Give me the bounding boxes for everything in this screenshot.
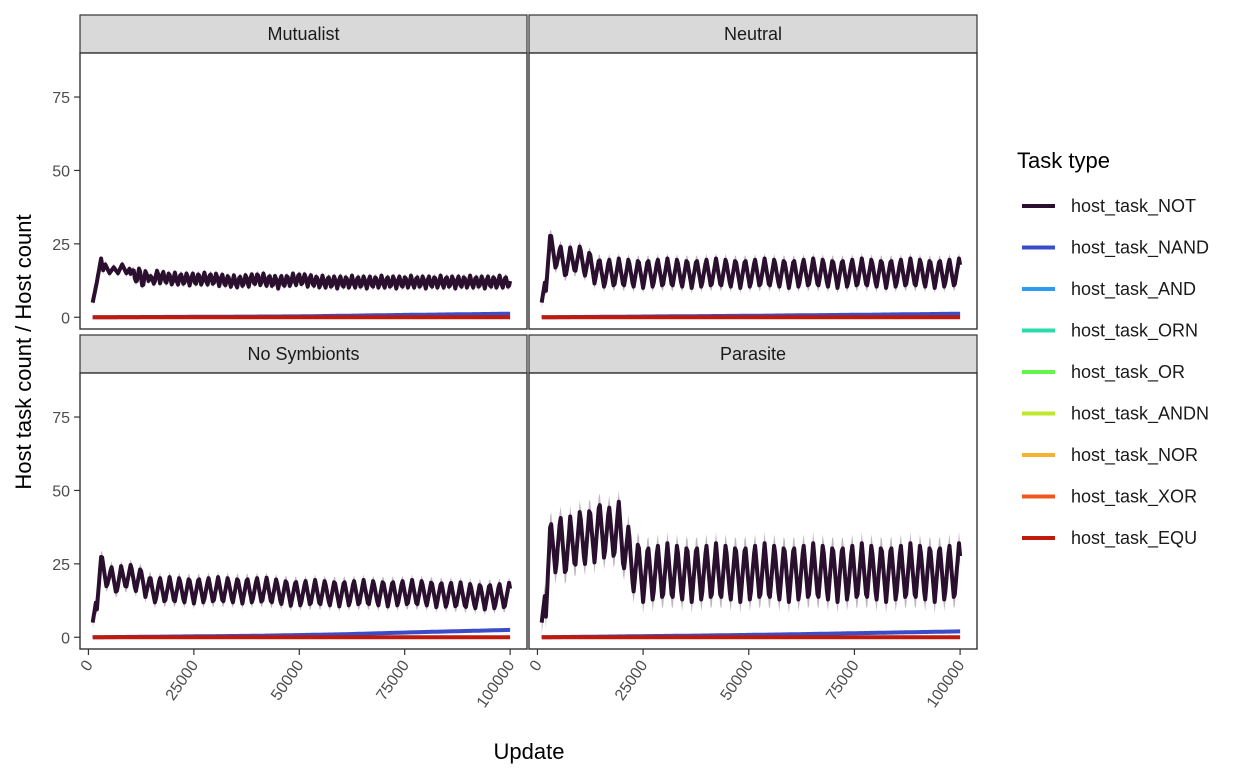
x-tick-label: 50000 — [268, 657, 308, 703]
panel-border — [79, 372, 528, 650]
panel-no-symbionts: No Symbionts — [79, 334, 528, 650]
y-tick-label: 50 — [52, 163, 70, 180]
x-tick-label: 100000 — [474, 657, 519, 711]
y-tick-label: 50 — [52, 483, 70, 500]
panel-border — [528, 52, 978, 330]
legend-item-host-task-and: host_task_AND — [1022, 279, 1196, 300]
legend-label: host_task_NOR — [1071, 445, 1198, 466]
x-tick-label: 25000 — [163, 657, 203, 703]
x-tick-label: 75000 — [823, 657, 863, 703]
panel-mutualist: Mutualist — [79, 14, 528, 330]
legend-label: host_task_OR — [1071, 362, 1185, 383]
legend-label: host_task_EQU — [1071, 528, 1197, 549]
legend-item-host-task-equ: host_task_EQU — [1022, 528, 1197, 549]
legend-label: host_task_XOR — [1071, 487, 1197, 508]
legend-label: host_task_NOT — [1071, 196, 1196, 217]
legend-title: Task type — [1017, 148, 1110, 173]
legend-label: host_task_NAND — [1071, 238, 1209, 259]
y-tick-label: 75 — [52, 410, 70, 427]
legend-item-host-task-xor: host_task_XOR — [1022, 487, 1197, 508]
legend-item-host-task-or: host_task_OR — [1022, 362, 1185, 383]
legend-item-host-task-nand: host_task_NAND — [1022, 238, 1209, 259]
panel-neutral: Neutral — [528, 14, 978, 330]
y-tick-label: 75 — [52, 90, 70, 107]
panel-strip-mutualist — [79, 14, 528, 54]
x-tick-label: 75000 — [374, 657, 414, 703]
plot-area — [90, 255, 513, 320]
series-line-host-task-not — [539, 499, 963, 623]
plot-area — [90, 551, 513, 640]
panel-parasite: Parasite — [528, 334, 978, 650]
panel-strip-label: Parasite — [720, 344, 786, 364]
y-tick-label: 25 — [52, 237, 70, 254]
series-line-host-task-not — [90, 256, 513, 303]
panel-background — [529, 53, 977, 329]
legend-item-host-task-andn: host_task_ANDN — [1022, 404, 1209, 425]
legend-item-host-task-not: host_task_NOT — [1022, 196, 1196, 217]
legend-label: host_task_AND — [1071, 279, 1196, 300]
legend-label: host_task_ANDN — [1071, 404, 1209, 425]
y-axis-title: Host task count / Host count — [11, 214, 36, 489]
y-tick-label: 0 — [61, 630, 70, 647]
x-axis-title: Update — [494, 739, 565, 764]
x-tick-label: 50000 — [718, 657, 758, 703]
legend: Task type host_task_NOT host_task_NANDhos… — [1017, 148, 1209, 549]
panel-strip-neutral — [528, 14, 978, 54]
panel-background — [80, 373, 527, 649]
series-line-host-task-not — [539, 233, 963, 303]
panel-strip-parasite — [528, 334, 978, 374]
panel-border — [79, 52, 528, 330]
plot-area — [539, 230, 963, 320]
x-tick-label: 0 — [78, 657, 97, 674]
legend-item-host-task-orn: host_task_ORN — [1022, 321, 1198, 342]
y-tick-label: 25 — [52, 557, 70, 574]
plot-area — [539, 490, 963, 640]
legend-label: host_task_ORN — [1071, 321, 1198, 342]
x-tick-label: 100000 — [924, 657, 969, 711]
panels-layer: Mutualist Neutral No Symbionts Parasite — [79, 14, 978, 650]
series-line-host-task-not — [90, 555, 513, 623]
x-tick-label: 0 — [527, 657, 546, 674]
panel-border — [528, 372, 978, 650]
panel-strip-label: Mutualist — [267, 24, 339, 44]
legend-item-host-task-nor: host_task_NOR — [1022, 445, 1198, 466]
panel-strip-label: No Symbionts — [247, 344, 359, 364]
panel-strip-label: Neutral — [724, 24, 782, 44]
panel-background — [529, 373, 977, 649]
x-tick-label: 25000 — [612, 657, 652, 703]
y-tick-label: 0 — [61, 310, 70, 327]
